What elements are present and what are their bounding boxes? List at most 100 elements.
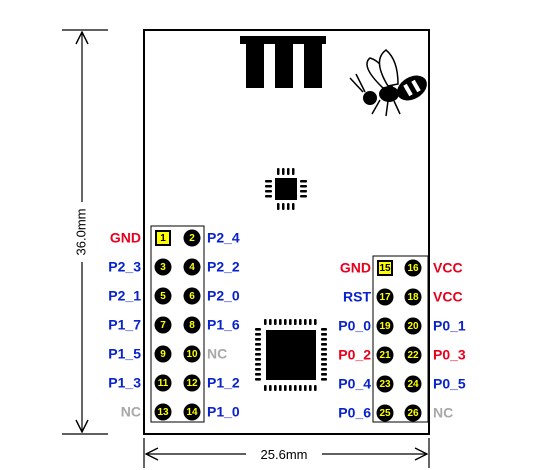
height-dimension: 36.0mm [62, 29, 108, 435]
pin-6: 6 P2_0 [183, 287, 240, 305]
pin-12: 12 P1_2 [183, 374, 240, 392]
pin-label: P0_2 [338, 347, 371, 363]
pin-label: P1_2 [207, 375, 240, 391]
pin-circle-marker [404, 375, 422, 393]
pin-label: P2_0 [207, 288, 240, 304]
pin-label: P0_5 [433, 376, 466, 392]
pin-number: 19 [379, 321, 391, 332]
pin-number: 26 [407, 408, 419, 419]
pin-circle-marker [404, 288, 422, 306]
pin-number: 9 [160, 349, 166, 360]
pin-14: 14 P1_0 [183, 403, 240, 421]
pin-1: 1 GND [110, 230, 171, 246]
pin-3: 3 P2_3 [108, 258, 172, 276]
pin-circle-marker [154, 316, 172, 334]
pin-number: 5 [160, 291, 166, 302]
pin-label: P1_0 [207, 404, 240, 420]
pin-label: GND [340, 260, 371, 276]
pin-label: P1_6 [207, 317, 240, 333]
pin-circle-marker [154, 374, 172, 392]
pin-number: 18 [407, 292, 419, 303]
pin-label: P0_0 [338, 318, 371, 334]
pin-circle-marker [376, 404, 394, 422]
pin-circle-marker [183, 345, 201, 363]
pin-circle-marker [183, 229, 201, 247]
right-header-outline [372, 255, 429, 423]
pin-circle-marker [183, 316, 201, 334]
pin-circle-marker [404, 404, 422, 422]
pin-circle-marker [183, 374, 201, 392]
height-label: 36.0mm [73, 209, 88, 256]
pin-circle-marker [376, 288, 394, 306]
pin-number: 21 [379, 350, 391, 361]
pin-label: P0_4 [338, 376, 371, 392]
pin-number: 6 [189, 291, 195, 302]
pin-label: P1_5 [108, 346, 141, 362]
pin-25: 25 P0_6 [338, 404, 394, 422]
pin-label: NC [433, 405, 453, 421]
pin-18: 18 VCC [404, 288, 463, 306]
pin-label: P1_3 [108, 375, 141, 391]
pin-label: VCC [433, 260, 463, 276]
pin-11: 11 P1_3 [108, 374, 172, 392]
pin-number: 3 [160, 262, 166, 273]
pin-number: 2 [189, 233, 195, 244]
wasp-logo-icon [349, 49, 427, 117]
pin-number: 11 [158, 378, 169, 389]
pin-circle-marker [404, 346, 422, 364]
main-chip-icon [255, 319, 327, 391]
pin-5: 5 P2_1 [108, 287, 172, 305]
pin-21: 21 P0_2 [338, 346, 394, 364]
right-header: 15 GND 16 VCC 17 RST 18 VCC 19 P0_0 20 P0_1 21 P0_2 22… [338, 259, 466, 422]
pin-circle-marker [154, 403, 172, 421]
left-header-outline [150, 225, 205, 423]
pin-number: 25 [379, 408, 391, 419]
pin1-square-inner [157, 232, 169, 244]
left-header: 1 GND 2 P2_4 3 P2_3 4 P2_2 5 P2_1 6 P2_0 7 P1_7 8 P1_6 9… [108, 229, 240, 421]
pin-4: 4 P2_2 [183, 258, 240, 276]
pin-16: 16 VCC [404, 259, 463, 277]
pin-label: P2_2 [207, 259, 240, 275]
pin-number: 16 [407, 263, 419, 274]
small-chip-icon [265, 168, 307, 210]
pin-label: VCC [433, 289, 463, 305]
pin-circle-marker [154, 345, 172, 363]
width-label: 25.6mm [261, 447, 308, 462]
pin-26: 26 NC [404, 404, 453, 422]
pin-label: P2_1 [108, 288, 141, 304]
pin-10: 10 NC [183, 345, 227, 363]
pin-number: 22 [407, 350, 419, 361]
pin-13: 13 NC [121, 403, 172, 421]
pin-label: P2_4 [207, 230, 240, 246]
pin-label: GND [110, 230, 141, 246]
pin-number: 23 [379, 379, 391, 390]
pin-circle-marker [404, 259, 422, 277]
pin-number: 7 [160, 320, 166, 331]
pin-number: 13 [157, 407, 169, 418]
pin-23: 23 P0_4 [338, 375, 394, 393]
pin-22: 22 P0_3 [404, 346, 466, 364]
pin-2: 2 P2_4 [183, 229, 240, 247]
pin-circle-marker [376, 346, 394, 364]
pin-20: 20 P0_1 [404, 317, 466, 335]
pin-15: 15 GND [340, 260, 393, 276]
pin-label: RST [343, 289, 371, 305]
pin-label: P2_3 [108, 259, 141, 275]
pin-number: 14 [186, 407, 198, 418]
pin-number: 4 [189, 262, 195, 273]
pin-number: 20 [407, 321, 419, 332]
pin-circle-marker [183, 403, 201, 421]
pin-number: 1 [160, 233, 166, 244]
pin-circle-marker [376, 375, 394, 393]
pin-number: 10 [186, 349, 198, 360]
pin-circle-marker [154, 258, 172, 276]
pin-number: 8 [189, 320, 195, 331]
pin-number: 24 [407, 379, 419, 390]
pin-19: 19 P0_0 [338, 317, 394, 335]
pin-9: 9 P1_5 [108, 345, 172, 363]
pin-8: 8 P1_6 [183, 316, 240, 334]
pin-circle-marker [376, 317, 394, 335]
antenna-icon [240, 36, 326, 88]
pin-circle-marker [404, 317, 422, 335]
